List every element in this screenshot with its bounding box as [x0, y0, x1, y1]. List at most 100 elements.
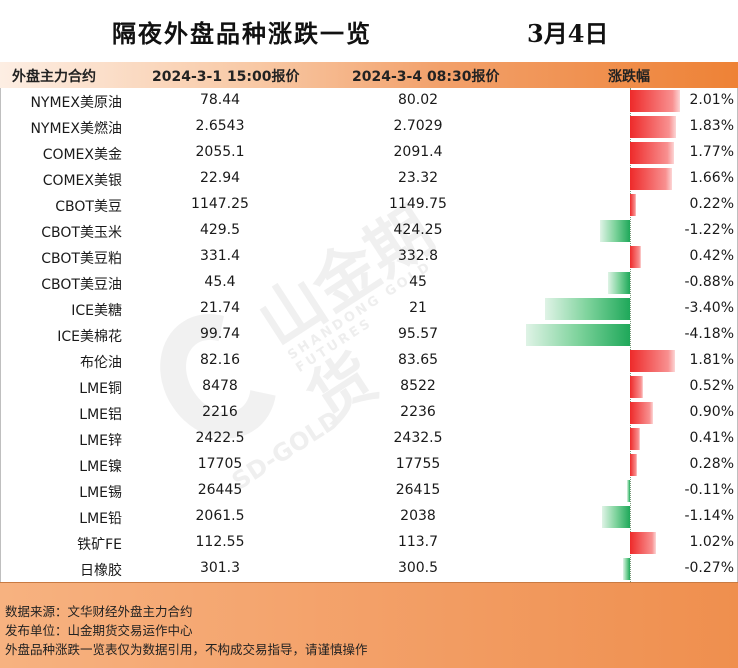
price1-cell: 2061.5 [195, 508, 245, 524]
price1-cell: 1147.25 [191, 196, 249, 212]
change-bar [630, 246, 641, 268]
page-title: 隔夜外盘品种涨跌一览 [112, 19, 372, 48]
change-pct-cell: 1.81% [689, 352, 734, 368]
contract-name-cell: CBOT美豆粕 [41, 251, 122, 267]
change-pct-cell: 0.90% [689, 404, 734, 420]
change-pct-cell: 0.42% [689, 248, 734, 264]
change-bar [630, 532, 656, 554]
table-row: 日橡胶 301.3 300.5 -0.27% [0, 556, 738, 582]
change-bar [627, 480, 630, 502]
footer-disclaimer: 外盘品种涨跌一览表仅为数据引用，不构成交易指导，请谨慎操作 [5, 642, 368, 657]
price1-cell: 2055.1 [195, 144, 245, 160]
header-change: 涨跌幅 [608, 69, 650, 85]
change-pct-cell: 1.77% [689, 144, 734, 160]
contract-name-cell: 日橡胶 [80, 563, 122, 579]
price2-cell: 83.65 [397, 352, 439, 368]
change-pct-cell: -0.88% [684, 274, 734, 290]
change-pct-cell: 1.02% [689, 534, 734, 550]
change-bar [630, 90, 681, 112]
zero-axis-line [630, 88, 631, 582]
change-bar [630, 454, 637, 476]
change-bar [630, 402, 653, 424]
table-row: LME锌 2422.5 2432.5 0.41% [0, 426, 738, 452]
table-row: NYMEX美燃油 2.6543 2.7029 1.83% [0, 114, 738, 140]
change-bar [630, 194, 636, 216]
contract-name-cell: LME铝 [79, 407, 122, 423]
price2-cell: 2091.4 [393, 144, 443, 160]
change-pct-cell: -3.40% [684, 300, 734, 316]
change-bar [601, 506, 630, 528]
price1-cell: 2422.5 [195, 430, 245, 446]
change-pct-cell: 2.01% [689, 92, 734, 108]
table-row: LME铅 2061.5 2038 -1.14% [0, 504, 738, 530]
price1-cell: 21.74 [199, 300, 241, 316]
table-row: CBOT美豆油 45.4 45 -0.88% [0, 270, 738, 296]
table-row: NYMEX美原油 78.44 80.02 2.01% [0, 88, 738, 114]
price1-cell: 99.74 [199, 326, 241, 342]
price1-cell: 301.3 [199, 560, 241, 576]
change-pct-cell: -4.18% [684, 326, 734, 342]
price2-cell: 45 [409, 274, 427, 290]
contract-name-cell: LME镍 [79, 459, 122, 475]
title-bar: 隔夜外盘品种涨跌一览 3月4日 [0, 0, 738, 62]
change-bar [630, 142, 675, 164]
price2-cell: 424.25 [393, 222, 443, 238]
contract-name-cell: ICE美棉花 [57, 329, 122, 345]
price2-cell: 21 [409, 300, 427, 316]
table-row: LME锡 26445 26415 -0.11% [0, 478, 738, 504]
price1-cell: 82.16 [199, 352, 241, 368]
price2-cell: 1149.75 [389, 196, 447, 212]
table-row: ICE美糖 21.74 21 -3.40% [0, 296, 738, 322]
contract-name-cell: COMEX美银 [42, 173, 122, 189]
change-bar [545, 298, 630, 320]
change-bar [630, 168, 672, 190]
price2-cell: 8522 [400, 378, 436, 394]
header-price1: 2024-3-1 15:00报价 [152, 69, 300, 85]
price2-cell: 95.57 [397, 326, 439, 342]
change-pct-cell: 1.66% [689, 170, 734, 186]
price1-cell: 22.94 [199, 170, 241, 186]
price2-cell: 2432.5 [393, 430, 443, 446]
change-pct-cell: 1.83% [689, 118, 734, 134]
price1-cell: 26445 [197, 482, 243, 498]
table-row: LME铜 8478 8522 0.52% [0, 374, 738, 400]
header-contract: 外盘主力合约 [12, 69, 96, 85]
contract-name-cell: NYMEX美燃油 [30, 121, 122, 137]
price1-cell: 45.4 [204, 274, 236, 290]
price2-cell: 300.5 [397, 560, 439, 576]
contract-name-cell: LME铅 [79, 511, 122, 527]
change-pct-cell: -1.14% [684, 508, 734, 524]
contract-name-cell: CBOT美豆油 [41, 277, 122, 293]
price1-cell: 2216 [202, 404, 238, 420]
price2-cell: 2236 [400, 404, 436, 420]
table-header: 外盘主力合约 2024-3-1 15:00报价 2024-3-4 08:30报价… [0, 62, 738, 88]
table-row: CBOT美豆 1147.25 1149.75 0.22% [0, 192, 738, 218]
footer: 数据来源：文华财经外盘主力合约 发布单位：山金期货交易运作中心 外盘品种涨跌一览… [0, 582, 738, 668]
table-row: COMEX美金 2055.1 2091.4 1.77% [0, 140, 738, 166]
price2-cell: 23.32 [397, 170, 439, 186]
change-bar [525, 324, 630, 346]
table-row: 铁矿FE 112.55 113.7 1.02% [0, 530, 738, 556]
contract-name-cell: COMEX美金 [42, 147, 122, 163]
header-price2: 2024-3-4 08:30报价 [352, 69, 500, 85]
price2-cell: 332.8 [397, 248, 439, 264]
change-bar [599, 220, 630, 242]
date-label: 3月4日 [527, 19, 609, 48]
price1-cell: 78.44 [199, 92, 241, 108]
contract-name-cell: NYMEX美原油 [30, 95, 122, 111]
price1-cell: 429.5 [199, 222, 241, 238]
price1-cell: 2.6543 [195, 118, 245, 134]
price2-cell: 2.7029 [393, 118, 443, 134]
change-bars [0, 88, 738, 582]
table-row: COMEX美银 22.94 23.32 1.66% [0, 166, 738, 192]
table-row: 布伦油 82.16 83.65 1.81% [0, 348, 738, 374]
price2-cell: 17755 [395, 456, 441, 472]
change-bar [630, 116, 676, 138]
change-bar [623, 558, 630, 580]
footer-publisher: 发布单位：山金期货交易运作中心 [5, 623, 193, 638]
change-bar [630, 376, 643, 398]
footer-source: 数据来源：文华财经外盘主力合约 [5, 604, 193, 619]
change-bar [630, 350, 676, 372]
contract-name-cell: CBOT美豆 [55, 199, 122, 215]
contract-name-cell: LME锡 [79, 485, 122, 501]
